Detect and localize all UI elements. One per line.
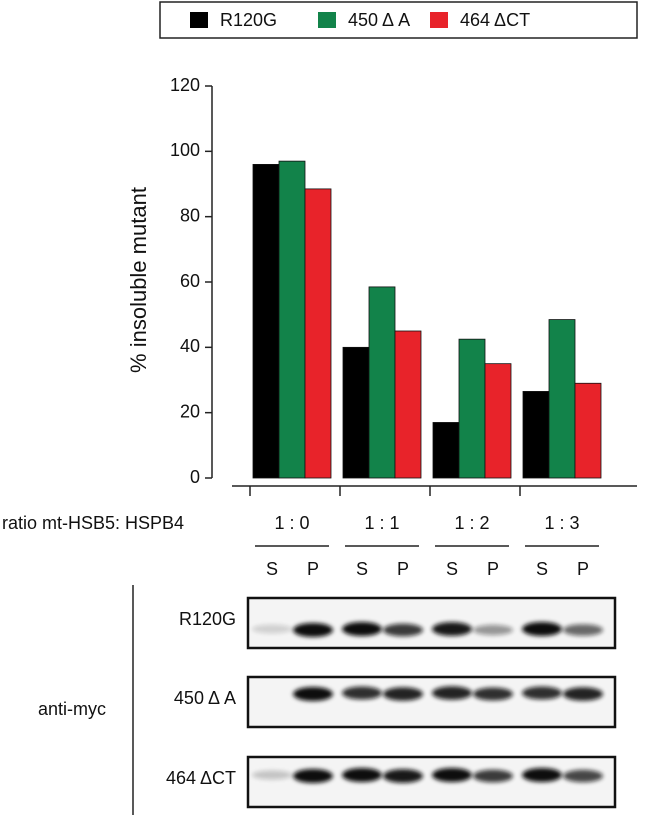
y-axis-label: % insoluble mutant (126, 187, 151, 373)
blot-band (473, 624, 513, 636)
legend-label: R120G (220, 10, 277, 30)
bar (548, 319, 576, 479)
legend-label: 450 Δ A (348, 10, 410, 30)
blot-panel (246, 675, 617, 729)
lane-label: S (356, 559, 368, 579)
blot-band (432, 768, 472, 782)
bar (304, 188, 332, 479)
y-tick-label: 60 (180, 271, 200, 291)
y-tick-label: 80 (180, 205, 200, 225)
lane-label: P (307, 559, 319, 579)
bar (394, 330, 422, 479)
lane-label: S (266, 559, 278, 579)
bar (342, 346, 370, 479)
lane-label: P (397, 559, 409, 579)
bar (252, 163, 280, 479)
x-tick-label: 1 : 3 (544, 513, 579, 533)
blot-band (293, 623, 333, 637)
x-tick-label: 1 : 1 (364, 513, 399, 533)
legend-box (159, 1, 638, 39)
blot-band (522, 622, 562, 636)
bar (484, 363, 512, 479)
legend-label: 464 ΔCT (460, 10, 530, 30)
lane-label: P (487, 559, 499, 579)
lane-label: S (446, 559, 458, 579)
bar (522, 391, 550, 479)
blot-band (342, 768, 382, 782)
blot-band (563, 624, 603, 636)
blot-band (342, 622, 382, 636)
blot-band (563, 687, 603, 701)
legend-swatch (430, 12, 448, 28)
x-tick-label: 1 : 0 (274, 513, 309, 533)
blot-band (342, 686, 382, 700)
bar (278, 160, 306, 479)
blot-band (432, 686, 472, 700)
lane-label: S (536, 559, 548, 579)
blot-band (432, 622, 472, 636)
bar (574, 382, 602, 479)
y-tick-label: 120 (170, 75, 200, 95)
bar (432, 422, 460, 479)
legend-swatch (318, 12, 336, 28)
y-tick-label: 40 (180, 336, 200, 356)
blot-band (252, 624, 292, 634)
lane-label: P (577, 559, 589, 579)
blot-band (383, 769, 423, 783)
blot-panel (246, 596, 617, 650)
blot-band (293, 769, 333, 783)
blot-band (522, 686, 562, 700)
blot-band (473, 769, 513, 783)
antibody-label: anti-myc (38, 699, 106, 719)
blot-row-label: 450 Δ A (174, 688, 236, 708)
y-tick-label: 100 (170, 140, 200, 160)
blot-row-label: R120G (179, 609, 236, 629)
blot-band (473, 687, 513, 701)
legend-swatch (190, 12, 208, 28)
blot-band (252, 770, 292, 780)
blot-band (563, 769, 603, 783)
y-tick-label: 20 (180, 401, 200, 421)
bar (458, 338, 486, 479)
bar (368, 286, 396, 479)
blot-band (293, 687, 333, 701)
x-axis-label: ratio mt-HSB5: HSPB4 (2, 513, 184, 533)
blot-band (383, 623, 423, 637)
blot-row-label: 464 ΔCT (166, 768, 236, 788)
x-tick-label: 1 : 2 (454, 513, 489, 533)
blot-band (522, 768, 562, 782)
blot-band (383, 687, 423, 701)
y-tick-label: 0 (190, 467, 200, 487)
